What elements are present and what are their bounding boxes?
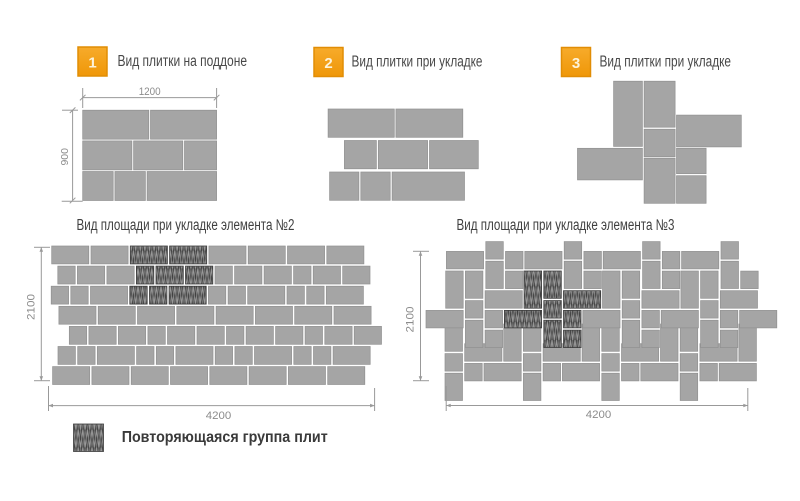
svg-text:900: 900: [59, 148, 71, 166]
svg-text:2: 2: [324, 55, 332, 72]
svg-text:4200: 4200: [206, 410, 232, 422]
svg-text:Вид площади при укладке элемен: Вид площади при укладке элемента №3: [457, 217, 675, 234]
svg-text:Вид плитки на поддоне: Вид плитки на поддоне: [118, 53, 248, 70]
svg-text:Вид плитки при укладке: Вид плитки при укладке: [600, 54, 732, 71]
svg-text:1200: 1200: [139, 86, 161, 98]
svg-text:2100: 2100: [26, 294, 38, 320]
svg-text:3: 3: [572, 55, 580, 72]
svg-text:1: 1: [88, 55, 96, 72]
svg-text:Вид площади при укладке элемен: Вид площади при укладке элемента №2: [77, 217, 295, 234]
svg-text:Повторяющаяся группа плит: Повторяющаяся группа плит: [122, 429, 328, 446]
svg-text:2100: 2100: [405, 307, 417, 333]
svg-text:Вид плитки при укладке: Вид плитки при укладке: [352, 54, 483, 71]
svg-text:4200: 4200: [586, 409, 612, 421]
